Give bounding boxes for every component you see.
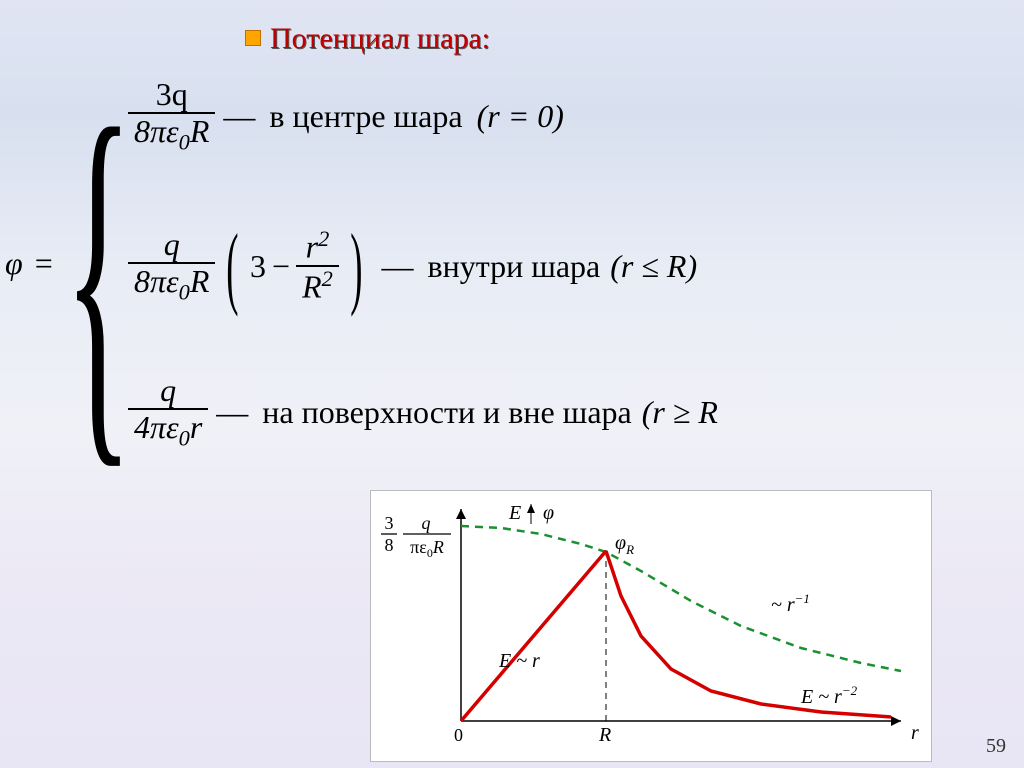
title-bullet bbox=[245, 30, 261, 46]
case1-cond: (r = 0) bbox=[471, 98, 564, 134]
case3-fraction: q 4πε0r bbox=[128, 373, 208, 451]
svg-text:3: 3 bbox=[385, 513, 394, 533]
axis-label-bigr: R bbox=[598, 724, 611, 746]
case1-den: 8πε0R bbox=[134, 113, 209, 149]
case-brace: { bbox=[64, 68, 133, 478]
case1-num: 3q bbox=[156, 76, 188, 112]
case2-dash: — bbox=[381, 248, 413, 284]
svg-text:q: q bbox=[422, 513, 431, 533]
case2-cond: (r ≤ R) bbox=[608, 248, 697, 284]
case3-dash: — bbox=[216, 394, 248, 430]
page-number: 59 bbox=[986, 735, 1006, 758]
phi-lhs: φ = bbox=[5, 245, 53, 282]
case2-lparen: ( bbox=[226, 220, 240, 312]
potential-field-plot: E φ r 0 R φR E ~ r E ~ r−2 ~ r−1 3 8 q π… bbox=[370, 490, 932, 762]
phi-outside-label: ~ r−1 bbox=[771, 591, 810, 616]
case-inside: q 8πε0R ( 3 − r2 R2 ) — внутри шара (r ≤… bbox=[128, 220, 697, 312]
case2-const: 3 bbox=[250, 248, 266, 285]
case2-rparen: ) bbox=[349, 220, 363, 312]
y-max-label: 3 8 q πε0R bbox=[381, 513, 451, 560]
case2-text: внутри шара bbox=[421, 248, 600, 284]
page-title: Потенциал шара: bbox=[270, 22, 490, 56]
svg-text:8: 8 bbox=[385, 535, 394, 555]
phi-symbol: φ bbox=[5, 245, 23, 281]
equals-sign: = bbox=[31, 245, 53, 281]
case1-fraction: 3q 8πε0R bbox=[128, 77, 215, 155]
axis-label-origin: 0 bbox=[454, 725, 463, 745]
case2-minus: − bbox=[266, 248, 296, 285]
case-outside: q 4πε0r — на поверхности и вне шара (r ≥… bbox=[128, 373, 718, 451]
axis-label-r: r bbox=[911, 722, 919, 744]
case2-fraction: q 8πε0R bbox=[128, 227, 215, 305]
case2-inner-frac: r2 R2 bbox=[296, 227, 339, 305]
case1-dash: — bbox=[223, 98, 255, 134]
e-curve-inside bbox=[461, 551, 606, 721]
e-outside-label: E ~ r−2 bbox=[800, 683, 858, 708]
phi-r-label: φR bbox=[615, 532, 634, 557]
case3-text: на поверхности и вне шара bbox=[256, 394, 631, 430]
axis-label-phi: φ bbox=[543, 502, 554, 524]
axis-label-e: E bbox=[508, 502, 521, 524]
svg-text:πε0R: πε0R bbox=[410, 537, 444, 560]
case1-text: в центре шара bbox=[263, 98, 462, 134]
e-inside-label: E ~ r bbox=[498, 650, 540, 672]
case-center: 3q 8πε0R — в центре шара (r = 0) bbox=[128, 77, 564, 155]
case3-cond: (r ≥ R bbox=[640, 394, 718, 430]
